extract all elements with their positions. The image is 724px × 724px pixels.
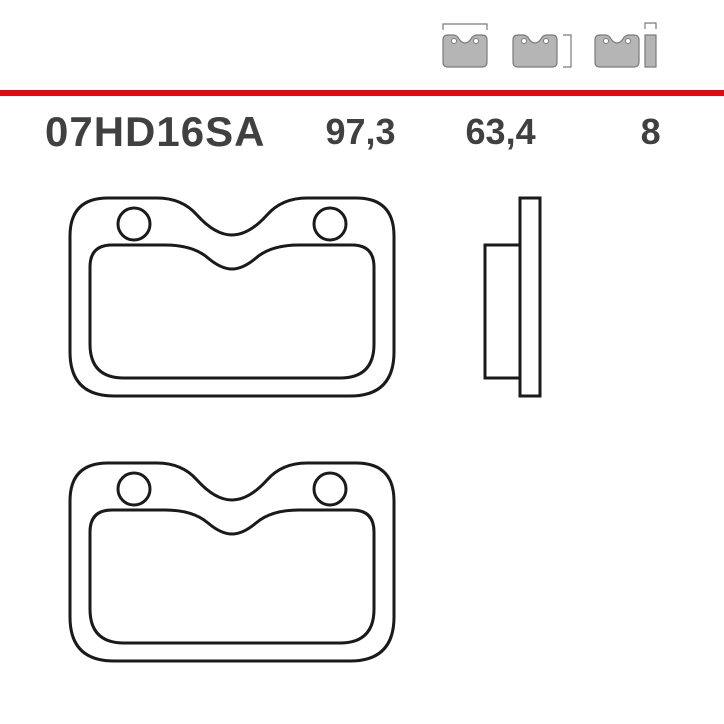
height-legend-icon: [505, 18, 577, 73]
spec-row: 07HD16SA 97,3 63,4 8: [45, 108, 669, 156]
dimension-legend-icons: [435, 18, 669, 73]
pad-top-side: [485, 198, 540, 396]
dim-thickness: 8: [641, 111, 661, 153]
red-divider: [0, 90, 724, 96]
spec-sheet: 07HD16SA 97,3 63,4 8: [0, 0, 724, 724]
dim-width: 97,3: [325, 111, 395, 153]
dimension-values: 97,3 63,4 8: [325, 111, 669, 153]
technical-drawings: [45, 175, 669, 694]
width-legend-icon: [435, 18, 495, 73]
pad-top-front: [70, 198, 394, 396]
part-number: 07HD16SA: [45, 108, 265, 156]
pad-bottom-front: [70, 463, 394, 661]
thickness-legend-icon: [587, 18, 669, 73]
dim-height: 63,4: [466, 111, 536, 153]
